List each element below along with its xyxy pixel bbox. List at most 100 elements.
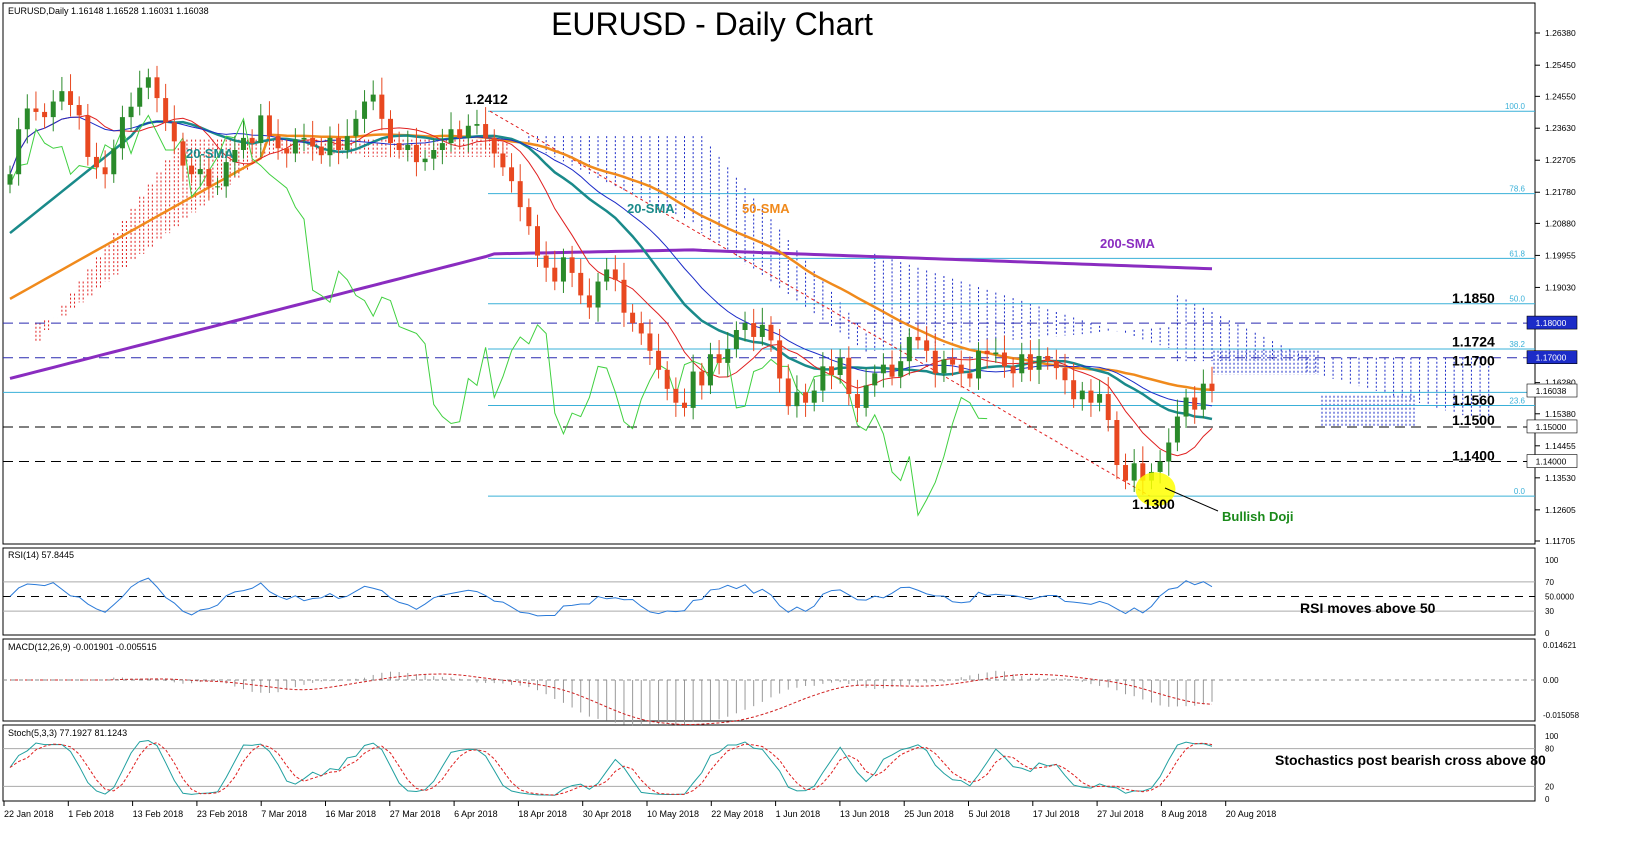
date-label: 18 Apr 2018 — [518, 809, 567, 819]
candle-body — [24, 108, 30, 130]
candle-body — [950, 359, 956, 365]
candle-body — [405, 144, 411, 151]
candle-body — [387, 118, 393, 144]
price-tick-label: 1.12605 — [1545, 505, 1576, 515]
sma200-line — [9, 248, 1213, 380]
date-label: 16 Mar 2018 — [326, 809, 377, 819]
price-tick-label: 1.25450 — [1545, 60, 1576, 70]
candle-body — [811, 390, 817, 403]
candle-body — [932, 350, 938, 374]
candle-body — [552, 267, 558, 282]
candle-body — [595, 281, 601, 308]
price-box-label: 1.15000 — [1536, 422, 1567, 432]
doji-highlight — [1135, 472, 1176, 507]
fib-label: 78.6 — [1509, 185, 1525, 194]
candle-body — [1183, 397, 1189, 417]
candle-body — [1131, 463, 1137, 481]
candle-body — [647, 333, 653, 351]
stoch-tick-label: 20 — [1545, 782, 1554, 791]
candle-body — [906, 336, 912, 362]
candle-body — [967, 373, 973, 379]
candle-body — [215, 186, 221, 188]
price-tick-label: 1.16280 — [1545, 378, 1576, 388]
price-tick-label: 1.21780 — [1545, 187, 1576, 197]
candle-body — [362, 101, 368, 119]
candle-body — [258, 115, 264, 144]
candle-body — [50, 101, 56, 118]
candle-body — [448, 129, 454, 144]
date-label: 17 Jul 2018 — [1033, 809, 1080, 819]
candle-body — [794, 392, 800, 407]
fib-label: 100.0 — [1505, 102, 1526, 111]
date-label: 1 Jun 2018 — [776, 809, 821, 819]
candle-body — [993, 352, 999, 355]
candle-body — [1010, 366, 1016, 374]
date-label: 13 Jun 2018 — [840, 809, 890, 819]
candle-body — [483, 124, 489, 138]
candle-body — [733, 330, 739, 350]
candle-body — [327, 137, 333, 156]
price-tick-label: 1.23630 — [1545, 123, 1576, 133]
date-label: 10 May 2018 — [647, 809, 699, 819]
candle-body — [569, 257, 575, 273]
candle-body — [249, 137, 255, 144]
symbol-header: EURUSD,Daily 1.16148 1.16528 1.16031 1.1… — [8, 6, 209, 16]
candle-body — [1036, 355, 1042, 370]
candle-body — [1200, 383, 1206, 410]
price-box — [1526, 350, 1578, 365]
candle-body — [396, 143, 402, 151]
price-box — [1526, 419, 1578, 434]
price-tick-label: 1.20880 — [1545, 218, 1576, 228]
candle-body — [534, 226, 540, 256]
candle-body — [777, 340, 783, 379]
candle-body — [1088, 390, 1094, 403]
candle-body — [128, 106, 134, 118]
candle-body — [898, 361, 904, 377]
date-label: 13 Feb 2018 — [133, 809, 184, 819]
candle-body — [707, 354, 713, 386]
candle-body — [1174, 416, 1180, 443]
stoch-note: Stochastics post bearish cross above 80 — [1275, 752, 1546, 768]
candle-body — [1079, 390, 1085, 400]
fib-label: 50.0 — [1509, 295, 1525, 304]
sma200-label: 200-SMA — [1100, 236, 1156, 251]
fib-label: 23.6 — [1509, 396, 1525, 405]
candle-body — [517, 181, 523, 208]
price-tick-label: 1.22705 — [1545, 155, 1576, 165]
candle-body — [111, 148, 117, 175]
candle-body — [7, 174, 13, 185]
date-label: 23 Feb 2018 — [197, 809, 248, 819]
candle-body — [102, 167, 108, 175]
stoch-signal — [9, 742, 1213, 796]
candle-body — [751, 323, 757, 337]
ichimoku-cloud — [35, 136, 1490, 427]
date-label: 27 Mar 2018 — [390, 809, 441, 819]
candle-body — [872, 373, 878, 386]
rsi-line — [9, 577, 1213, 617]
candle-body — [275, 136, 281, 149]
candle-body — [370, 94, 376, 102]
level-label: 1.1560 — [1452, 392, 1495, 408]
candle-body — [526, 207, 532, 227]
candle-body — [180, 141, 186, 166]
candle-body — [854, 394, 860, 408]
price-box — [1526, 454, 1578, 468]
candle-body — [846, 357, 852, 395]
candle-body — [353, 118, 359, 137]
candle-body — [1166, 442, 1172, 462]
macd-label: MACD(12,26,9) -0.001901 -0.005515 — [8, 642, 157, 652]
candle-body — [560, 257, 566, 282]
candle-body — [984, 350, 990, 355]
chart-title: EURUSD - Daily Chart — [551, 6, 873, 42]
candle-body — [682, 402, 688, 408]
doji-label: Bullish Doji — [1222, 509, 1294, 524]
candle-body — [1123, 465, 1129, 481]
candle-body — [664, 369, 670, 389]
fib-label: 61.8 — [1509, 249, 1525, 258]
candle-body — [976, 350, 982, 379]
annotations: 1.2412 1.1300 Bullish Doji 1.1850 1.1724 1.17… — [186, 91, 1495, 524]
candle-body — [465, 125, 471, 138]
price-box-label: 1.16038 — [1536, 386, 1567, 396]
candle-body — [630, 312, 636, 324]
macd-tick-label: 0.014621 — [1543, 641, 1577, 650]
